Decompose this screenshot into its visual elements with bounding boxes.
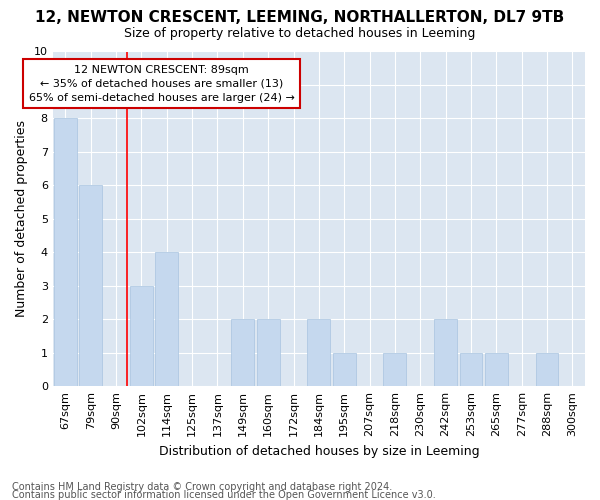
Text: Size of property relative to detached houses in Leeming: Size of property relative to detached ho… [124, 28, 476, 40]
Bar [257, 319, 280, 386]
Text: Contains HM Land Registry data © Crown copyright and database right 2024.: Contains HM Land Registry data © Crown c… [12, 482, 392, 492]
Bar [383, 352, 406, 386]
Text: Contains public sector information licensed under the Open Government Licence v3: Contains public sector information licen… [12, 490, 436, 500]
Bar [485, 352, 508, 386]
Y-axis label: Number of detached properties: Number of detached properties [16, 120, 28, 318]
X-axis label: Distribution of detached houses by size in Leeming: Distribution of detached houses by size … [158, 444, 479, 458]
Bar [79, 186, 102, 386]
Bar [434, 319, 457, 386]
Bar [536, 352, 559, 386]
Bar [54, 118, 77, 386]
Bar [130, 286, 153, 386]
Bar [333, 352, 356, 386]
Bar [155, 252, 178, 386]
Text: 12 NEWTON CRESCENT: 89sqm
← 35% of detached houses are smaller (13)
65% of semi-: 12 NEWTON CRESCENT: 89sqm ← 35% of detac… [29, 65, 295, 103]
Bar [460, 352, 482, 386]
Bar [307, 319, 330, 386]
Text: 12, NEWTON CRESCENT, LEEMING, NORTHALLERTON, DL7 9TB: 12, NEWTON CRESCENT, LEEMING, NORTHALLER… [35, 10, 565, 25]
Bar [232, 319, 254, 386]
